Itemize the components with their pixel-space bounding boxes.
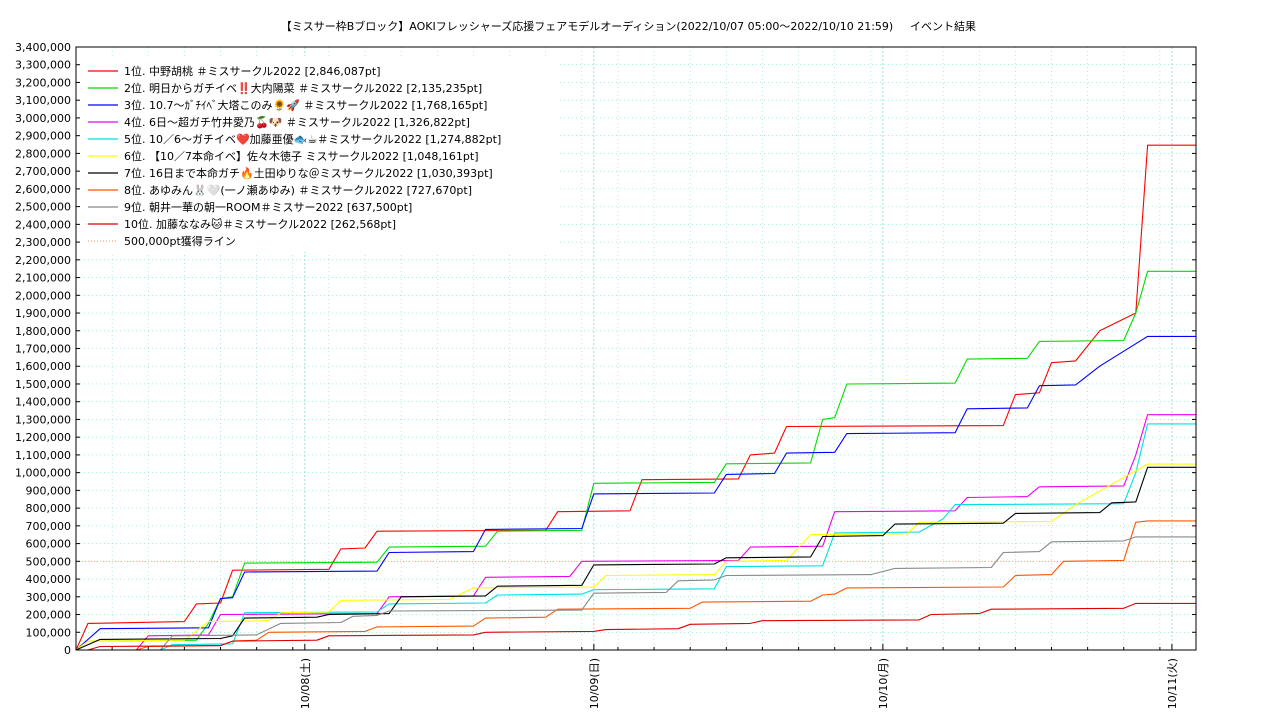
series-line-7 xyxy=(75,466,1196,651)
y-tick-label: 200,000 xyxy=(26,609,72,622)
legend-label: 4位. 6日〜超ガチ竹井愛乃🍒🐶 ＃ミスサークル2022 [1,326,822p… xyxy=(124,115,470,129)
y-tick-label: 700,000 xyxy=(26,520,72,533)
legend-label: 3位. 10.7〜ｶﾞﾁｲﾍﾞ大塔このみ🌻🚀 ＃ミスサークル2022 [1,76… xyxy=(124,98,487,112)
y-tick-label: 1,700,000 xyxy=(15,343,71,356)
legend-label: 500,000pt獲得ライン xyxy=(124,235,236,248)
chart-subtitle: イベント結果 xyxy=(910,19,976,33)
y-tick-label: 2,000,000 xyxy=(15,289,71,302)
legend-label: 7位. 16日まで本命ガチ🔥土田ゆりな＠ミスサークル2022 [1,030,39… xyxy=(124,166,493,180)
y-tick-label: 1,100,000 xyxy=(15,449,71,462)
legend-label: 5位. 10／6〜ガチイベ❤️加藤亜優🐟☕＃ミスサークル2022 [1,274,… xyxy=(124,132,501,146)
x-tick-label: 10/08(土) xyxy=(299,658,312,709)
x-tick-label: 10/11(火) xyxy=(1166,658,1179,709)
y-tick-label: 1,000,000 xyxy=(15,467,71,480)
legend-background xyxy=(80,56,558,252)
y-tick-label: 3,300,000 xyxy=(15,59,71,72)
y-tick-label: 1,500,000 xyxy=(15,378,71,391)
y-tick-label: 300,000 xyxy=(26,591,72,604)
y-tick-label: 600,000 xyxy=(26,538,72,551)
y-tick-label: 3,000,000 xyxy=(15,112,71,125)
y-tick-label: 1,200,000 xyxy=(15,431,71,444)
legend-label: 6位. 【10／7本命イベ】佐々木徳子 ミスサークル2022 [1,048,16… xyxy=(124,149,479,163)
y-tick-label: 2,500,000 xyxy=(15,201,71,214)
y-tick-label: 0 xyxy=(64,644,71,657)
y-tick-label: 2,200,000 xyxy=(15,254,71,267)
legend-label: 10位. 加藤ななみ🐱＃ミスサークル2022 [262,568pt] xyxy=(124,217,396,231)
x-tick-label: 10/09(日) xyxy=(588,658,601,709)
y-tick-label: 800,000 xyxy=(26,502,72,515)
series-line-5 xyxy=(76,423,1196,651)
chart-title: 【ミスサー枠Bブロック】AOKIフレッシャーズ応援フェアモデルオーディション(2… xyxy=(281,19,893,33)
y-tick-label: 2,800,000 xyxy=(15,147,71,160)
legend-label: 1位. 中野胡桃 ＃ミスサークル2022 [2,846,087pt] xyxy=(124,64,381,78)
y-tick-label: 1,800,000 xyxy=(15,325,71,338)
legend-label: 8位. あゆみん🐰🤍(一ノ瀬あゆみ) ＃ミスサークル2022 [727,670p… xyxy=(124,183,472,197)
y-axis: 0 100,000 200,000 300,000 400,000 500,000 600,… xyxy=(15,41,1196,657)
series-line-1 xyxy=(75,144,1196,651)
y-tick-label: 500,000 xyxy=(26,555,72,568)
y-tick-label: 2,700,000 xyxy=(15,165,71,178)
y-tick-label: 900,000 xyxy=(26,484,72,497)
legend-label: 2位. 明日からガチイベ‼️大内陽菜 ＃ミスサークル2022 [2,135,23… xyxy=(124,81,482,95)
y-tick-label: 2,300,000 xyxy=(15,236,71,249)
series-line-10 xyxy=(76,602,1196,651)
series-line-8 xyxy=(76,520,1196,651)
y-tick-label: 1,400,000 xyxy=(15,396,71,409)
series-line-9 xyxy=(76,536,1196,651)
y-tick-label: 1,600,000 xyxy=(15,360,71,373)
series-lines xyxy=(75,144,1196,651)
y-tick-label: 1,300,000 xyxy=(15,413,71,426)
y-tick-label: 2,100,000 xyxy=(15,272,71,285)
y-tick-label: 1,900,000 xyxy=(15,307,71,320)
y-tick-label: 2,400,000 xyxy=(15,218,71,231)
y-tick-label: 3,400,000 xyxy=(15,41,71,54)
legend: 1位. 中野胡桃 ＃ミスサークル2022 [2,846,087pt] 2位. 明日… xyxy=(80,56,558,252)
y-tick-label: 2,900,000 xyxy=(15,130,71,143)
y-tick-label: 3,200,000 xyxy=(15,76,71,89)
series-line-6 xyxy=(75,463,1196,651)
series-line-3 xyxy=(75,335,1196,651)
y-tick-label: 2,600,000 xyxy=(15,183,71,196)
y-tick-label: 100,000 xyxy=(26,626,72,639)
y-tick-label: 3,100,000 xyxy=(15,94,71,107)
x-axis: 10/08(土) 10/09(日) 10/10(月) 10/11(火) xyxy=(75,644,1197,709)
y-tick-label: 400,000 xyxy=(26,573,72,586)
x-tick-label: 10/10(月) xyxy=(877,658,890,709)
legend-label: 9位. 朝井一華の朝一ROOM＃ミスサー2022 [637,500pt] xyxy=(124,200,412,214)
